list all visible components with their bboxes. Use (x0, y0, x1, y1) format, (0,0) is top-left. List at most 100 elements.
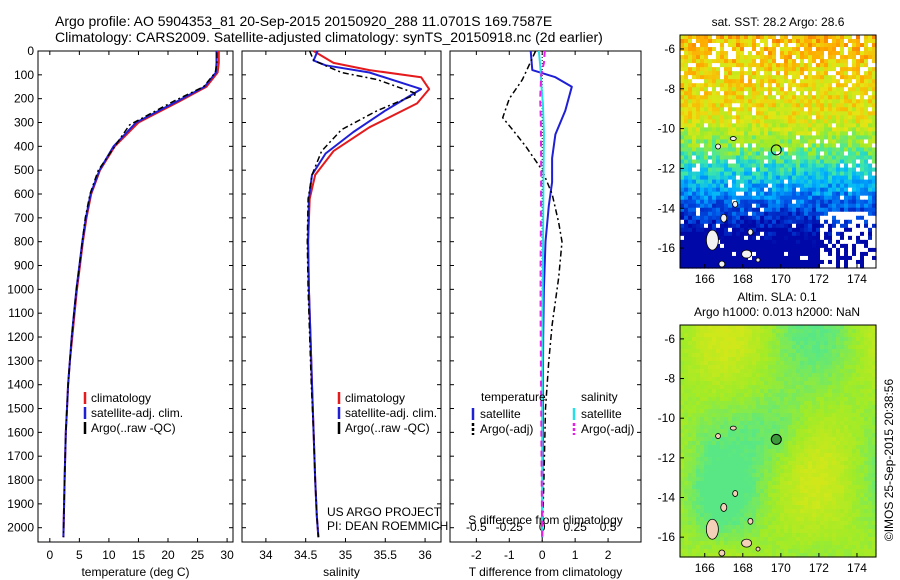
lat-tick-label: -12 (658, 161, 676, 175)
header-line-1: Argo profile: AO 5904353_81 20-Sep-2015 … (55, 13, 553, 29)
y-tick-label: 1000 (7, 282, 34, 296)
y-tick-label: 500 (14, 163, 34, 177)
s-tick-label: -0.25 (496, 520, 524, 534)
island (705, 229, 719, 251)
legend-label: Argo(..raw -QC) (91, 421, 176, 435)
series-argo-raw (62, 52, 218, 538)
island (755, 257, 761, 263)
sst-map (679, 34, 877, 269)
y-tick-label: 0 (27, 44, 34, 58)
lat-tick-label: -8 (664, 82, 675, 96)
island (732, 490, 739, 497)
x-axis-label: T difference from climatology (469, 565, 623, 579)
header-line-2: Climatology: CARS2009. Satellite-adjuste… (55, 29, 603, 45)
pi-label: PI: DEAN ROEMMICH (327, 519, 448, 533)
island (720, 503, 728, 512)
legend-label: satellite (480, 407, 521, 421)
lat-tick-label: -10 (658, 122, 676, 136)
y-tick-label: 300 (14, 116, 34, 130)
legend-label: climatology (91, 391, 151, 405)
y-tick-label: 200 (14, 92, 34, 106)
y-tick-label: 1200 (7, 330, 34, 344)
x-tick-label: -1 (504, 548, 515, 562)
x-tick-label: 5 (76, 548, 83, 562)
y-tick-label: 2000 (7, 521, 34, 535)
s-tick-label: -0.5 (466, 520, 487, 534)
lat-tick-label: -12 (658, 451, 676, 465)
sla-map-subtitle: Argo h1000: 0.013 h2000: NaN (694, 305, 860, 319)
legend-label: Argo(-adj) (581, 422, 634, 436)
argo-location-marker (770, 433, 782, 445)
sla-map (679, 324, 877, 558)
map-frame (679, 324, 877, 558)
lon-tick-label: 172 (809, 272, 829, 286)
legend-head-salinity: salinity (581, 390, 618, 404)
legend-label: Argo(-adj) (480, 422, 533, 436)
y-tick-label: 1300 (7, 354, 34, 368)
lon-tick-label: 170 (771, 561, 791, 575)
x-tick-label: -2 (471, 548, 482, 562)
lon-tick-label: 168 (733, 272, 753, 286)
island (741, 249, 753, 259)
s-tick-label: 0.25 (563, 520, 587, 534)
lat-tick-label: -6 (664, 332, 675, 346)
y-tick-label: 1700 (7, 449, 34, 463)
y-tick-label: 700 (14, 211, 34, 225)
x-tick-label: 0 (46, 548, 53, 562)
s-tick-label: 0.5 (600, 520, 617, 534)
lon-tick-label: 172 (809, 561, 829, 575)
imos-credit: ©IMOS 25-Sep-2015 20:38:56 (882, 379, 896, 542)
x-tick-label: 34.5 (294, 548, 318, 562)
y-tick-label: 800 (14, 235, 34, 249)
y-tick-label: 1800 (7, 473, 34, 487)
legend-label: satellite (581, 407, 622, 421)
x-tick-label: 2 (605, 548, 612, 562)
y-tick-label: 1500 (7, 402, 34, 416)
y-tick-label: 400 (14, 139, 34, 153)
series-salinity-argo (539, 50, 546, 538)
series-salinity-satellite (537, 50, 545, 538)
y-tick-label: 900 (14, 259, 34, 273)
island (715, 143, 721, 150)
y-tick-label: 1100 (8, 306, 34, 320)
lon-tick-label: 168 (733, 561, 753, 575)
sla-map-title: Altim. SLA: 0.1 (737, 290, 817, 304)
x-tick-label: 30 (220, 548, 234, 562)
lat-tick-label: -8 (664, 372, 675, 386)
plot-frame-1 (241, 50, 442, 543)
lat-tick-label: -14 (658, 491, 676, 505)
island (729, 425, 737, 431)
x-tick-label: 35 (339, 548, 353, 562)
x-tick-label: 35.5 (374, 548, 398, 562)
island (705, 518, 719, 540)
island (718, 549, 726, 557)
y-tick-label: 1900 (7, 497, 34, 511)
x-tick-label: 25 (191, 548, 205, 562)
s-axis-label: S difference from climatology (468, 513, 623, 527)
island (747, 517, 754, 525)
x-tick-label: 34 (259, 548, 273, 562)
y-tick-label: 100 (14, 68, 34, 82)
lon-tick-label: 166 (695, 272, 715, 286)
x-tick-label: 36 (418, 548, 432, 562)
y-tick-label: 1600 (7, 425, 34, 439)
x-tick-label: 1 (572, 548, 579, 562)
legend-label: satellite-adj. clim. (345, 406, 437, 420)
island (732, 200, 739, 208)
x-tick-label: 10 (102, 548, 116, 562)
legend-label: Argo(..raw -QC) (345, 421, 430, 435)
island (715, 433, 721, 439)
lon-tick-label: 174 (847, 272, 867, 286)
lat-tick-label: -16 (658, 530, 676, 544)
island (755, 546, 761, 552)
x-axis-label: salinity (323, 565, 360, 579)
island (718, 260, 726, 268)
lat-tick-label: -16 (658, 241, 676, 255)
lon-tick-label: 166 (695, 561, 715, 575)
lon-tick-label: 170 (771, 272, 791, 286)
island (741, 538, 753, 548)
argo-location-marker (770, 144, 782, 156)
plot-frame-0 (37, 50, 234, 543)
project-label: US ARGO PROJECT (327, 505, 442, 519)
